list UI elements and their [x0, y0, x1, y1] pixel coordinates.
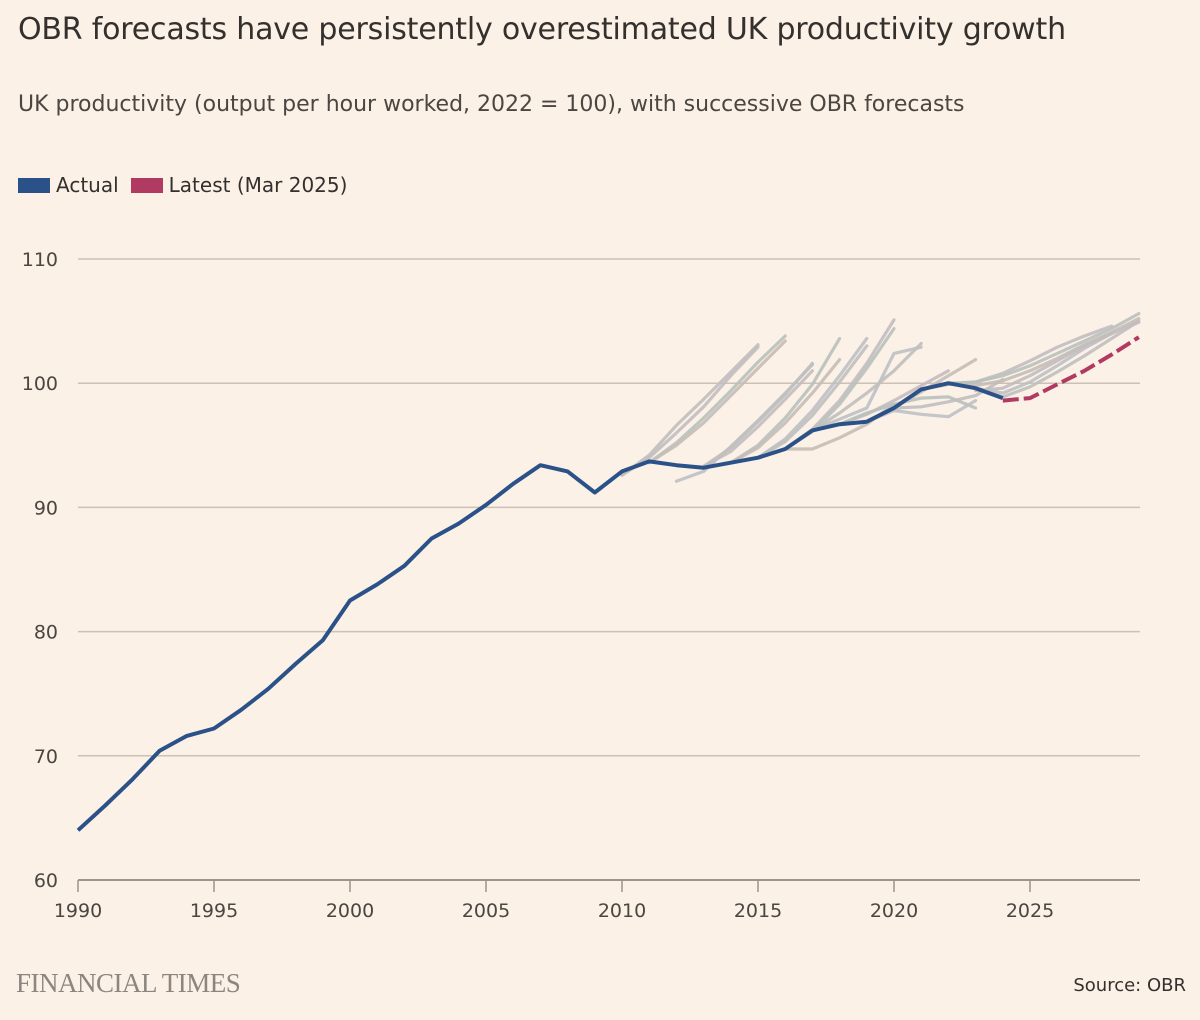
forecast-line: [702, 361, 814, 468]
forecast-line: [702, 369, 814, 468]
y-tick-label-80: 80: [34, 622, 58, 644]
chart-title: OBR forecasts have persistently overesti…: [18, 12, 1066, 47]
x-tick-label-2020: 2020: [870, 900, 918, 922]
legend-item-latest: Latest (Mar 2025): [130, 173, 348, 197]
y-tick-label-90: 90: [34, 497, 58, 519]
x-tick-label-1990: 1990: [54, 900, 102, 922]
source-note: Source: OBR: [1073, 975, 1186, 996]
y-tick-label-60: 60: [34, 870, 58, 892]
x-axis: 1990 1995 2000 2005 2010 2015 2020 2025: [54, 879, 1140, 922]
forecast-line: [647, 339, 787, 465]
legend-label-latest: Latest (Mar 2025): [168, 173, 348, 197]
legend-swatch-latest: [130, 177, 163, 193]
forecast-line: [647, 334, 787, 465]
x-tick-label-2010: 2010: [598, 900, 646, 922]
x-tick-label-2005: 2005: [462, 900, 510, 922]
actual-line: [76, 381, 1004, 832]
forecast-line: [974, 320, 1141, 393]
forecast-line: [810, 341, 923, 432]
legend-item-actual: Actual: [18, 173, 119, 197]
legend-swatch-actual: [18, 177, 50, 193]
forecast-line: [946, 312, 1141, 385]
y-tick-label-110: 110: [22, 249, 58, 271]
y-axis: 60 70 80 90 100 110: [22, 249, 58, 892]
forecast-line: [620, 343, 760, 477]
y-tick-label-100: 100: [22, 373, 58, 395]
forecast-line: [974, 331, 1114, 395]
ft-logo: FINANCIAL TIMES: [16, 968, 241, 998]
x-tick-label-2000: 2000: [326, 900, 374, 922]
chart-subtitle: UK productivity (output per hour worked,…: [18, 92, 965, 117]
y-tick-label-70: 70: [34, 746, 58, 768]
forecast-lines: [620, 312, 1141, 483]
x-tick-label-1995: 1995: [190, 900, 238, 922]
x-tick-label-2025: 2025: [1006, 900, 1054, 922]
legend-label-actual: Actual: [56, 173, 119, 197]
gridlines: [78, 258, 1140, 757]
forecast-line: [729, 358, 842, 465]
forecast-line: [810, 345, 923, 432]
forecast-line: [756, 336, 869, 460]
main-series: [76, 335, 1140, 832]
forecast-line: [756, 344, 869, 460]
legend: Actual Latest (Mar 2025): [18, 173, 359, 197]
forecast-line: [620, 345, 760, 477]
latest-forecast-line: [1002, 335, 1140, 403]
x-tick-label-2015: 2015: [734, 900, 782, 922]
